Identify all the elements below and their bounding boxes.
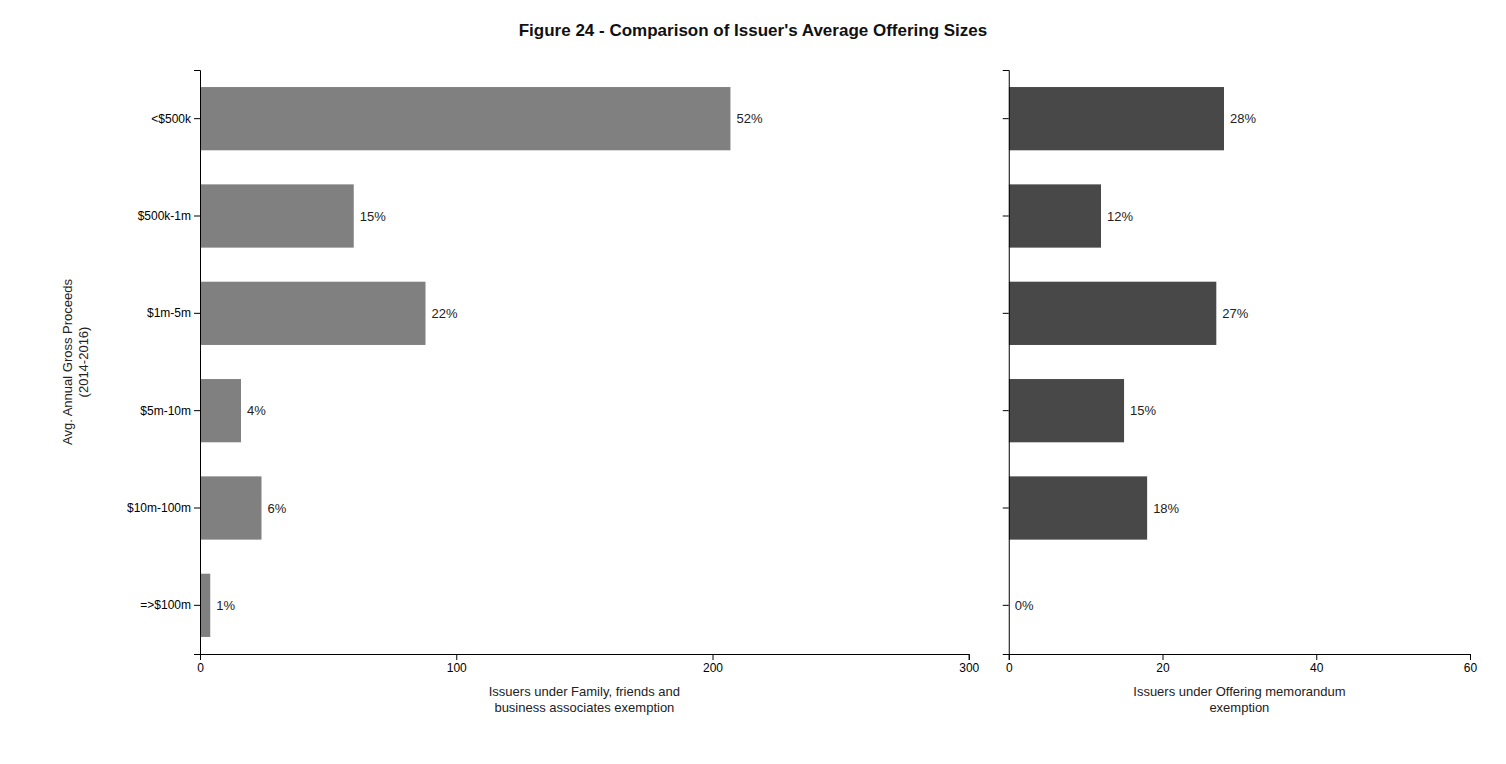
axis-line xyxy=(201,655,970,661)
data-label: 1% xyxy=(216,598,235,613)
tick: 60 xyxy=(1464,654,1478,675)
tick: 300 xyxy=(959,654,979,675)
data-labels: 52% 15% 22% 4% 6% 1% xyxy=(216,111,763,613)
y-axis: <$500k $500k-1m $1m-5m $5m-10m $10m-100m =>$1… xyxy=(127,71,201,655)
data-label: 12% xyxy=(1107,209,1133,224)
category-label: $500k-1m xyxy=(138,209,191,223)
tick-mark xyxy=(1003,313,1009,314)
tick: $10m-100m xyxy=(127,501,200,515)
tick-label: 0 xyxy=(1006,661,1013,675)
x-axis-title: Issuers under Family, friends andbusines… xyxy=(489,684,680,715)
tick: 40 xyxy=(1310,654,1324,675)
title: Figure 24 - Comparison of Issuer's Avera… xyxy=(519,21,988,40)
data-label: 27% xyxy=(1222,306,1248,321)
bars xyxy=(200,87,730,637)
bar xyxy=(200,184,354,247)
tick xyxy=(1003,313,1009,314)
bar xyxy=(1009,476,1147,539)
tick xyxy=(1003,508,1009,509)
tick xyxy=(1003,216,1009,217)
tick-mark xyxy=(1163,654,1164,660)
bar xyxy=(1009,282,1217,345)
tick-label: 40 xyxy=(1310,661,1324,675)
tick: 200 xyxy=(703,654,723,675)
tick-label: 20 xyxy=(1156,661,1170,675)
chart: 0100200300<$500k$500k-1m$1m-5m$5m-10m$10… xyxy=(0,0,1506,764)
panel: 0 20 40 60 28% 12% 27% 15% 18% 0% Issuers under Of… xyxy=(1003,71,1478,716)
tick: 0 xyxy=(1006,654,1013,675)
x-axis: 0 20 40 60 xyxy=(1006,654,1478,675)
tick-label: 0 xyxy=(197,661,204,675)
tick: $500k-1m xyxy=(138,209,200,223)
panel: 0 100 200 300 <$500k $500k-1m $1m-5m $5m-10m $10… xyxy=(60,71,980,716)
tick-label: 60 xyxy=(1464,661,1478,675)
category-label: $10m-100m xyxy=(127,501,191,515)
tick-mark xyxy=(456,654,457,660)
tick xyxy=(1003,410,1009,411)
x-axis: 0 100 200 300 xyxy=(197,654,979,675)
data-label: 18% xyxy=(1153,501,1179,516)
tick: <$500k xyxy=(151,112,200,126)
bar xyxy=(200,379,241,442)
bar xyxy=(1009,379,1124,442)
tick-mark xyxy=(194,216,200,217)
tick-label: 200 xyxy=(703,661,723,675)
tick-mark xyxy=(1003,118,1009,119)
tick: =>$100m xyxy=(140,598,200,612)
data-label: 4% xyxy=(247,403,266,418)
tick-mark xyxy=(1003,605,1009,606)
tick-mark xyxy=(1003,216,1009,217)
tick-mark xyxy=(194,605,200,606)
x-axis-title: Issuers under Offering memorandumexempti… xyxy=(1133,684,1345,715)
bars xyxy=(1009,87,1224,540)
tick-mark xyxy=(1470,654,1471,660)
tick-mark xyxy=(713,654,714,660)
data-label: 15% xyxy=(360,209,386,224)
tick-label: 300 xyxy=(959,661,979,675)
bar xyxy=(200,574,210,637)
y-axis-title: Avg. Annual Gross Proceeds(2014-2016) xyxy=(60,279,91,445)
data-label: 6% xyxy=(268,501,287,516)
tick-mark xyxy=(194,410,200,411)
tick: 0 xyxy=(197,654,204,675)
tick-mark xyxy=(194,508,200,509)
tick-mark xyxy=(194,313,200,314)
tick-mark xyxy=(1316,654,1317,660)
tick: $5m-10m xyxy=(140,404,200,418)
data-label: 52% xyxy=(736,111,762,126)
axis-line xyxy=(1003,71,1010,655)
bar xyxy=(200,476,262,539)
bar xyxy=(1009,184,1101,247)
tick-mark xyxy=(969,654,970,660)
category-label: =>$100m xyxy=(140,598,191,612)
data-label: 22% xyxy=(432,306,458,321)
tick: $1m-5m xyxy=(147,306,200,320)
category-label: <$500k xyxy=(151,112,192,126)
data-label: 15% xyxy=(1130,403,1156,418)
bar xyxy=(200,282,426,345)
tick-label: 100 xyxy=(447,661,467,675)
axis-line xyxy=(1009,655,1470,661)
tick-mark xyxy=(194,118,200,119)
bar xyxy=(1009,87,1224,150)
data-label: 0% xyxy=(1015,598,1034,613)
bar xyxy=(200,87,730,150)
tick: 100 xyxy=(447,654,467,675)
tick: 20 xyxy=(1156,654,1170,675)
tick xyxy=(1003,118,1009,119)
axis-line xyxy=(194,71,201,655)
data-label: 28% xyxy=(1230,111,1256,126)
tick-mark xyxy=(1003,508,1009,509)
data-labels: 28% 12% 27% 15% 18% 0% xyxy=(1015,111,1257,613)
y-axis xyxy=(1003,71,1010,655)
tick xyxy=(1003,605,1009,606)
category-label: $1m-5m xyxy=(147,306,191,320)
category-label: $5m-10m xyxy=(140,404,191,418)
tick-mark xyxy=(1003,410,1009,411)
